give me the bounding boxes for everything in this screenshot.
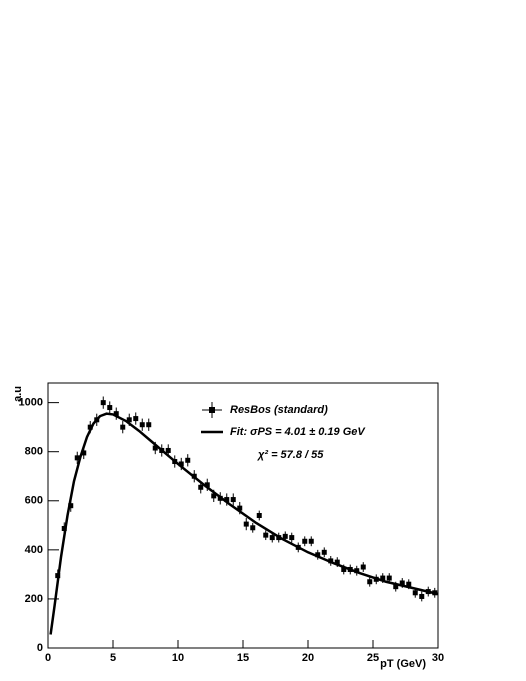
data-point xyxy=(165,447,171,453)
data-point xyxy=(380,575,386,581)
data-point xyxy=(406,581,412,587)
x-tick-label: 30 xyxy=(432,652,444,664)
data-point xyxy=(243,521,249,527)
data-point xyxy=(237,505,243,511)
x-tick-label: 0 xyxy=(45,652,51,664)
data-point xyxy=(302,538,308,544)
data-point xyxy=(250,525,256,531)
y-tick-label: 800 xyxy=(25,446,43,458)
plot-frame xyxy=(47,382,439,649)
data-point xyxy=(81,450,87,456)
x-tick-label: 25 xyxy=(367,652,379,664)
data-point xyxy=(211,493,217,499)
data-point xyxy=(146,422,152,428)
legend-symbol xyxy=(209,407,215,413)
data-point xyxy=(178,461,184,467)
annotation: χ² = 57.8 / 55 xyxy=(257,449,324,461)
legend-entry: Fit: σPS = 4.01 ± 0.19 GeV xyxy=(230,426,366,438)
data-point xyxy=(185,457,191,463)
data-point xyxy=(198,484,204,490)
data-point xyxy=(393,584,399,590)
fit-curve xyxy=(49,412,439,635)
data-point xyxy=(341,566,347,572)
data-point xyxy=(100,400,106,406)
data-point xyxy=(68,503,74,509)
x-tick-label: 15 xyxy=(237,652,249,664)
data-point xyxy=(419,593,425,599)
y-axis-label: a.u xyxy=(12,386,24,402)
x-tick-label: 5 xyxy=(110,652,116,664)
data-point xyxy=(289,535,295,541)
x-axis-label: pT (GeV) xyxy=(380,658,426,670)
data-point xyxy=(204,482,210,488)
data-point xyxy=(230,497,236,503)
y-tick-label: 600 xyxy=(25,495,43,507)
data-point xyxy=(263,532,269,538)
data-point xyxy=(139,422,145,428)
data-point xyxy=(386,575,392,581)
data-point xyxy=(269,535,275,541)
data-point xyxy=(308,538,314,544)
data-point xyxy=(367,579,373,585)
x-tick-label: 20 xyxy=(302,652,314,664)
legend-entry: ResBos (standard) xyxy=(230,404,328,416)
data-point xyxy=(399,580,405,586)
data-point xyxy=(224,497,230,503)
y-tick-label: 400 xyxy=(25,544,43,556)
x-tick-label: 10 xyxy=(172,652,184,664)
data-point xyxy=(256,513,262,518)
data-point xyxy=(133,416,139,422)
data-point xyxy=(120,424,126,430)
data-point xyxy=(74,455,80,461)
y-tick-label: 1000 xyxy=(19,397,43,409)
y-tick-label: 0 xyxy=(37,642,43,654)
data-point xyxy=(113,411,119,417)
data-point xyxy=(107,405,113,411)
data-point xyxy=(126,417,132,423)
data-point xyxy=(152,445,158,451)
data-point xyxy=(282,533,288,539)
data-point xyxy=(360,564,366,570)
data-point xyxy=(321,549,327,555)
data-point xyxy=(87,424,93,430)
data-point xyxy=(315,552,321,558)
y-tick-label: 200 xyxy=(25,593,43,605)
data-point xyxy=(334,559,340,565)
data-point xyxy=(412,590,418,596)
